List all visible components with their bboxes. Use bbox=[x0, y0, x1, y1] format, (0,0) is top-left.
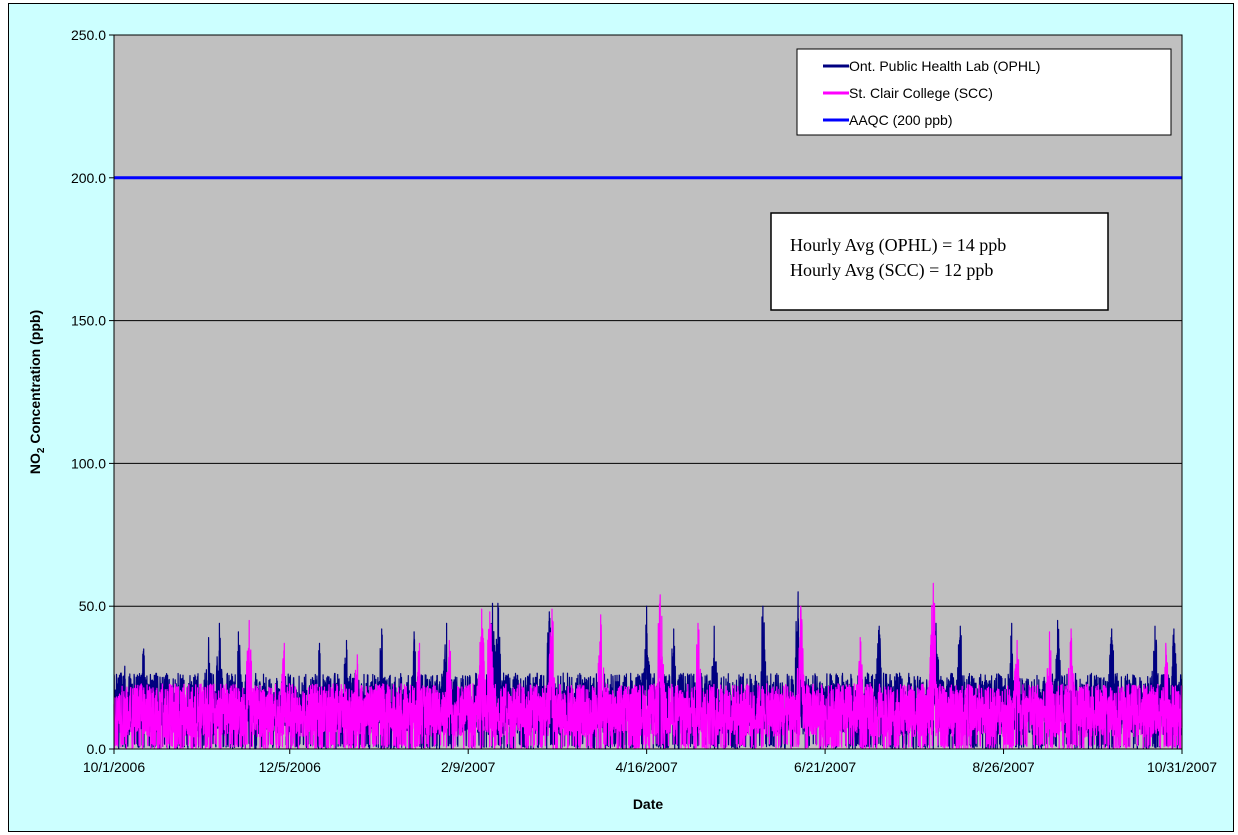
y-tick-label: 50.0 bbox=[79, 598, 106, 614]
plot-area bbox=[114, 35, 1182, 749]
chart-area: 0.0 50.0 100.0 150.0 200.0 250.0 10/1/2006 12/… bbox=[8, 3, 1234, 832]
legend-label: AAQC (200 ppb) bbox=[849, 112, 953, 128]
x-tick-label: 4/16/2007 bbox=[615, 759, 677, 775]
y-axis: 0.0 50.0 100.0 150.0 200.0 250.0 bbox=[71, 27, 114, 757]
legend-entries: Ont. Public Health Lab (OPHL) St. Clair C… bbox=[823, 58, 1040, 128]
y-tick-label: 250.0 bbox=[71, 27, 106, 43]
x-tick-label: 2/9/2007 bbox=[441, 759, 496, 775]
x-tick-label: 12/5/2006 bbox=[259, 759, 321, 775]
legend-label: Ont. Public Health Lab (OPHL) bbox=[849, 58, 1040, 74]
y-axis-title: NO2 Concentration (ppb) bbox=[27, 310, 47, 474]
average-note: Hourly Avg (OPHL) = 14 ppb Hourly Avg (S… bbox=[770, 212, 1109, 311]
average-note-box bbox=[770, 212, 1109, 311]
average-note-ophl: Hourly Avg (OPHL) = 14 ppb bbox=[790, 235, 1006, 256]
legend-label: St. Clair College (SCC) bbox=[849, 85, 993, 101]
y-axis-title-rest: Concentration (ppb) bbox=[27, 310, 43, 448]
y-tick-label: 0.0 bbox=[87, 741, 107, 757]
y-axis-title-subscript: 2 bbox=[36, 447, 47, 453]
x-tick-label: 8/26/2007 bbox=[972, 759, 1034, 775]
legend: Ont. Public Health Lab (OPHL) St. Clair C… bbox=[796, 48, 1172, 136]
series-layer bbox=[113, 176, 1183, 750]
y-axis-title-main: NO bbox=[27, 453, 43, 474]
series-line-scc bbox=[113, 582, 1183, 750]
x-tick-label: 10/1/2006 bbox=[83, 759, 145, 775]
x-tick-label: 6/21/2007 bbox=[794, 759, 856, 775]
average-note-scc: Hourly Avg (SCC) = 12 ppb bbox=[790, 260, 993, 281]
x-tick-label: 10/31/2007 bbox=[1147, 759, 1217, 775]
y-tick-label: 150.0 bbox=[71, 313, 106, 329]
x-axis: 10/1/2006 12/5/2006 2/9/2007 4/16/2007 6/21/… bbox=[83, 749, 1217, 775]
y-tick-label: 100.0 bbox=[71, 455, 106, 471]
legend-box bbox=[796, 48, 1172, 136]
x-axis-title: Date bbox=[633, 796, 664, 812]
no2-line-chart: 0.0 50.0 100.0 150.0 200.0 250.0 10/1/2006 12/… bbox=[27, 27, 1217, 812]
plot-border bbox=[113, 34, 1183, 750]
y-tick-label: 200.0 bbox=[71, 170, 106, 186]
